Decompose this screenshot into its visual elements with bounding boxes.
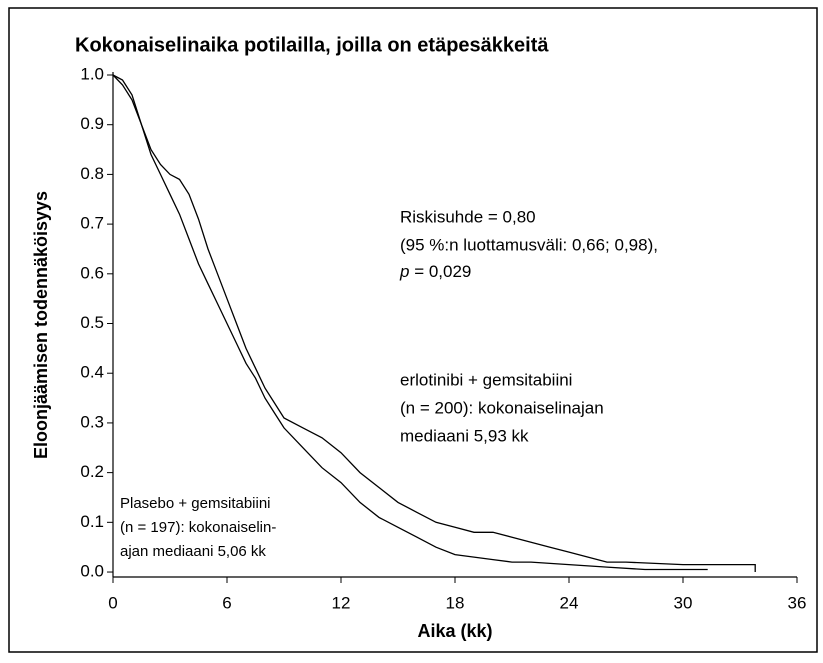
chart-title: Kokonaiselinaika potilailla, joilla on e… [75, 34, 549, 56]
survival-curve [112, 74, 756, 572]
series-label: mediaani 5,93 kk [400, 426, 529, 445]
annotation-part: = 0,029 [409, 262, 471, 281]
series-label: (n = 200): kokonaiselinajan [400, 398, 604, 417]
y-tick-label: 0.6 [80, 263, 104, 282]
x-tick-label: 24 [560, 593, 579, 612]
annotation-part: p [399, 262, 409, 281]
y-tick-label: 0.7 [80, 214, 104, 233]
y-tick-label: 0.5 [80, 313, 104, 332]
series-label: (n = 197): kokonaiselin- [120, 519, 276, 536]
series-label: ajan mediaani 5,06 kk [120, 543, 266, 560]
x-axis-label: Aika (kk) [417, 621, 492, 641]
y-tick-label: 0.3 [80, 412, 104, 431]
x-tick-label: 12 [332, 593, 351, 612]
x-tick-label: 36 [788, 593, 807, 612]
series-label: Plasebo + gemsitabiini [120, 495, 271, 512]
y-tick-label: 0.4 [80, 363, 104, 382]
x-tick-label: 30 [674, 593, 693, 612]
y-tick-label: 1.0 [80, 64, 104, 83]
y-tick-label: 0.0 [80, 562, 104, 581]
series-label: erlotinibi + gemsitabiini [400, 370, 572, 389]
frame [8, 7, 818, 653]
annotation: (95 %:n luottamusväli: 0,66; 0,98), [400, 235, 658, 254]
y-tick-label: 0.9 [80, 114, 104, 133]
x-tick-label: 6 [222, 593, 231, 612]
y-tick-label: 0.2 [80, 462, 104, 481]
annotation: Riskisuhde = 0,80 [400, 207, 536, 226]
survival-curve [112, 74, 708, 571]
x-tick-label: 18 [446, 593, 465, 612]
y-tick-label: 0.1 [80, 512, 104, 531]
annotation: p = 0,029 [399, 262, 471, 281]
y-axis-label: Eloonjäämisen todennäköisyys [31, 191, 51, 459]
y-tick-label: 0.8 [80, 164, 104, 183]
x-tick-label: 0 [108, 593, 117, 612]
